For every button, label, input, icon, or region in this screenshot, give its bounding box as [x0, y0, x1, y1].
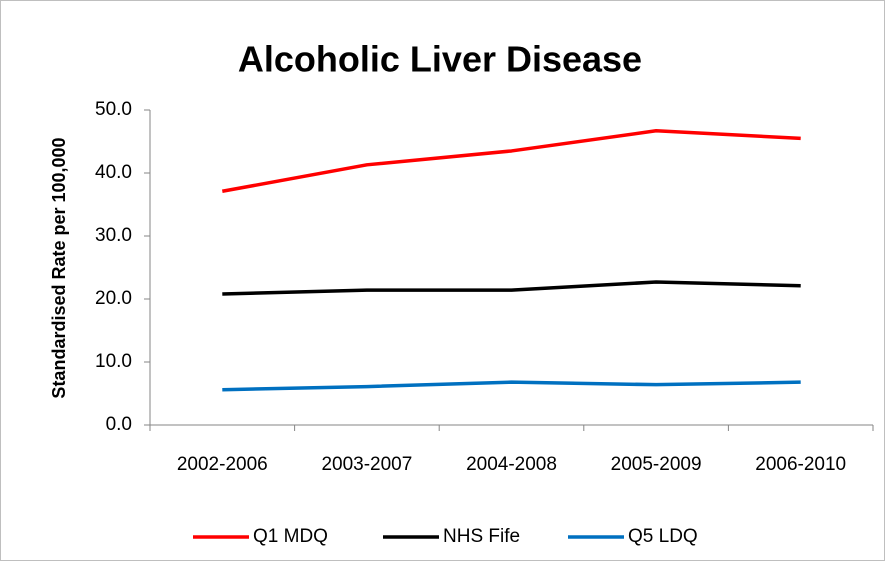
y-tick-label: 10.0: [95, 351, 132, 372]
series-line: [222, 380, 801, 392]
x-tick-label: 2006-2010: [755, 454, 846, 475]
legend-label: Q1 MDQ: [253, 526, 328, 547]
y-tick-label: 30.0: [95, 225, 132, 246]
chart-title: Alcoholic Liver Disease: [238, 39, 642, 80]
x-tick-label: 2005-2009: [611, 454, 702, 475]
y-tick-label: 40.0: [95, 162, 132, 183]
legend-label: Q5 LDQ: [628, 526, 698, 547]
y-tick-label: 0.0: [106, 414, 132, 435]
y-tick-label: 50.0: [95, 99, 132, 120]
x-tick-label: 2004-2008: [466, 454, 557, 475]
legend-label: NHS Fife: [443, 526, 520, 547]
series-line: [221, 129, 801, 193]
y-axis-label: Standardised Rate per 100,000: [49, 137, 69, 398]
x-tick-label: 2002-2006: [177, 454, 268, 475]
series-line: [222, 280, 801, 296]
y-tick-label: 20.0: [95, 288, 132, 309]
x-tick-label: 2003-2007: [321, 454, 412, 475]
